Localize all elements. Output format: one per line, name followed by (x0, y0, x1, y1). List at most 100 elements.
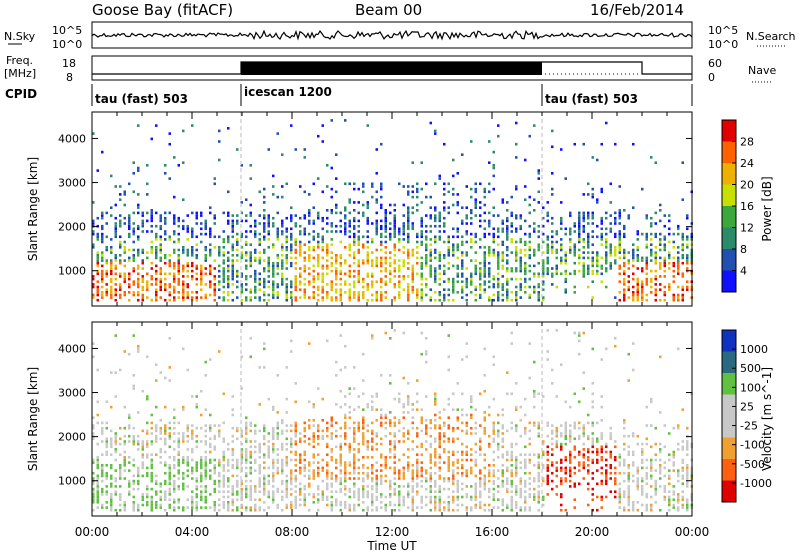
power-cell (506, 235, 509, 239)
power-cell (155, 238, 158, 241)
power-cell (141, 248, 144, 252)
velocity-cell (627, 434, 630, 438)
power-cell (213, 283, 216, 286)
power-cell (393, 219, 396, 223)
power-cell (461, 153, 464, 156)
power-cell (132, 293, 135, 297)
power-cell (173, 261, 176, 265)
power-cell (195, 216, 198, 220)
power-cell (492, 150, 495, 154)
power-cell (258, 243, 261, 246)
power-cell (573, 272, 576, 276)
power-cell (222, 238, 225, 241)
velocity-cell (452, 437, 455, 441)
velocity-cell (375, 442, 378, 446)
velocity-cell (249, 456, 252, 459)
velocity-cell (623, 506, 626, 509)
velocity-cell (411, 479, 414, 483)
power-cell (146, 211, 149, 215)
power-cell (294, 251, 297, 254)
power-cell (398, 267, 401, 270)
velocity-cell (555, 395, 558, 398)
velocity-cell (159, 498, 162, 501)
velocity-cell (123, 508, 126, 512)
power-cell (200, 272, 203, 276)
velocity-cell (474, 474, 477, 478)
velocity-cell (659, 469, 662, 472)
velocity-cell (119, 442, 122, 446)
power-cell (569, 214, 572, 217)
velocity-cell (249, 453, 252, 456)
power-cell (335, 211, 338, 215)
velocity-cell (231, 395, 234, 398)
power-cell (267, 264, 270, 268)
power-cell (375, 298, 378, 302)
power-cell (425, 238, 428, 241)
power-cell (551, 283, 554, 286)
power-cell (416, 240, 419, 244)
power-cell (407, 211, 410, 215)
velocity-cell (164, 426, 167, 430)
velocity-cell (105, 426, 108, 430)
power-cell (272, 288, 275, 291)
velocity-cell (245, 474, 248, 478)
power-cell (101, 272, 104, 276)
velocity-cell (213, 506, 216, 509)
velocity-cell (123, 458, 126, 462)
velocity-cell (195, 395, 198, 398)
velocity-cell (227, 490, 230, 493)
velocity-cell (128, 461, 131, 464)
power-cell (371, 280, 374, 283)
power-cell (276, 232, 279, 236)
power-cell (528, 293, 531, 297)
velocity-cell (515, 485, 518, 488)
power-cell (447, 298, 450, 302)
power-cell (105, 275, 108, 278)
power-cell (474, 203, 477, 207)
velocity-cell (411, 421, 414, 425)
velocity-cell (452, 461, 455, 464)
velocity-cell (389, 442, 392, 446)
power-cell (506, 238, 509, 241)
power-cell (308, 209, 311, 212)
power-cell (686, 214, 689, 217)
velocity-cell (510, 508, 513, 512)
power-cell (218, 248, 221, 252)
power-cell (420, 256, 423, 260)
velocity-cell (650, 397, 653, 401)
power-cell (371, 261, 374, 265)
power-cell (114, 222, 117, 225)
velocity-cell (191, 471, 194, 475)
power-cell (155, 269, 158, 273)
power-cell (470, 140, 473, 143)
power-cell (281, 195, 284, 199)
velocity-cell (110, 442, 113, 446)
velocity-cell (258, 442, 261, 446)
velocity-cell (308, 464, 311, 467)
power-cell (173, 296, 176, 299)
power-cell (537, 293, 540, 297)
velocity-cell (312, 477, 315, 480)
velocity-cell (353, 440, 356, 443)
power-cell (663, 264, 666, 268)
velocity-cell (515, 503, 518, 507)
velocity-cell (308, 482, 311, 486)
velocity-cell (123, 450, 126, 454)
velocity-cell (551, 471, 554, 475)
power-cell (155, 283, 158, 286)
power-cell (609, 227, 612, 231)
power-cell (645, 243, 648, 246)
velocity-cell (344, 442, 347, 446)
power-cell (137, 124, 140, 127)
power-cell (384, 280, 387, 283)
velocity-cell (573, 485, 576, 488)
power-cell (420, 291, 423, 294)
velocity-cell (501, 432, 504, 435)
velocity-cell (128, 426, 131, 430)
power-cell (591, 187, 594, 191)
velocity-cell (398, 493, 401, 496)
power-cell (168, 291, 171, 294)
power-cell (483, 259, 486, 262)
velocity-cell (519, 495, 522, 499)
velocity-cell (222, 437, 225, 441)
